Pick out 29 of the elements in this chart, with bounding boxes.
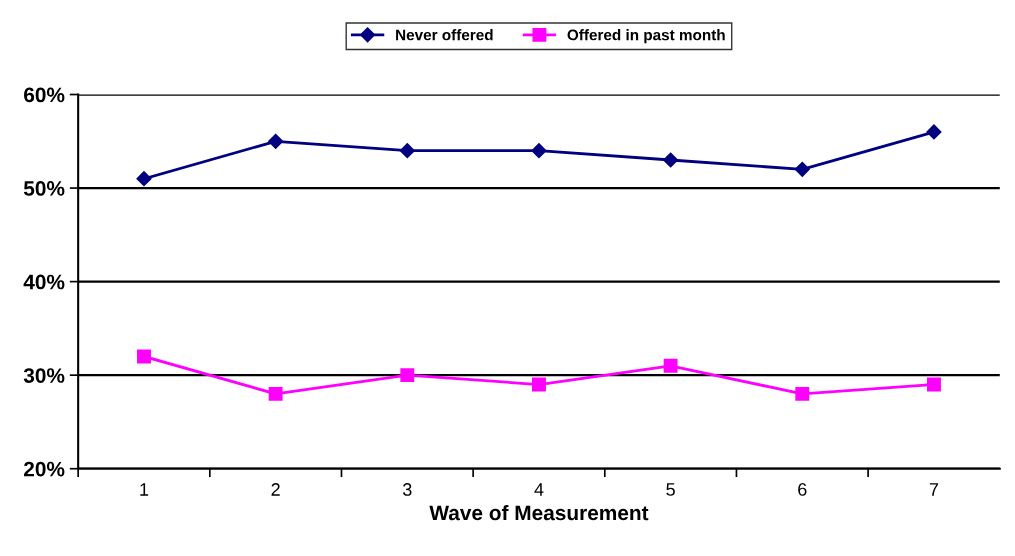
x-axis-title: Wave of Measurement: [429, 504, 649, 521]
point: [926, 377, 941, 392]
point: [268, 386, 283, 401]
y-tick-label: 40%: [23, 274, 65, 290]
y-tick-label: 30%: [23, 368, 65, 383]
point: [137, 349, 151, 364]
point: [136, 171, 152, 187]
point: [794, 161, 810, 177]
x-tick-label: 6: [798, 483, 807, 496]
point: [926, 124, 942, 140]
x-tick-label: 4: [534, 483, 544, 496]
x-tick-label: 3: [402, 483, 412, 496]
x-tick-label: 1: [140, 483, 149, 496]
y-tick-label: 50%: [23, 181, 65, 196]
point: [268, 133, 284, 149]
y-tick-label: 60%: [24, 87, 65, 103]
point: [663, 358, 678, 373]
point: [795, 386, 810, 401]
point: [532, 377, 546, 392]
point: [663, 152, 679, 168]
legend-label: Never offered: [396, 29, 493, 41]
point: [400, 368, 415, 383]
point: [399, 143, 415, 159]
point: [531, 143, 547, 159]
y-tick-label: 20%: [23, 461, 65, 477]
x-tick-label: 7: [929, 483, 939, 496]
legend-label: Offered in past month: [567, 29, 725, 44]
x-tick-label: 2: [271, 483, 280, 496]
x-tick-label: 5: [666, 483, 675, 496]
